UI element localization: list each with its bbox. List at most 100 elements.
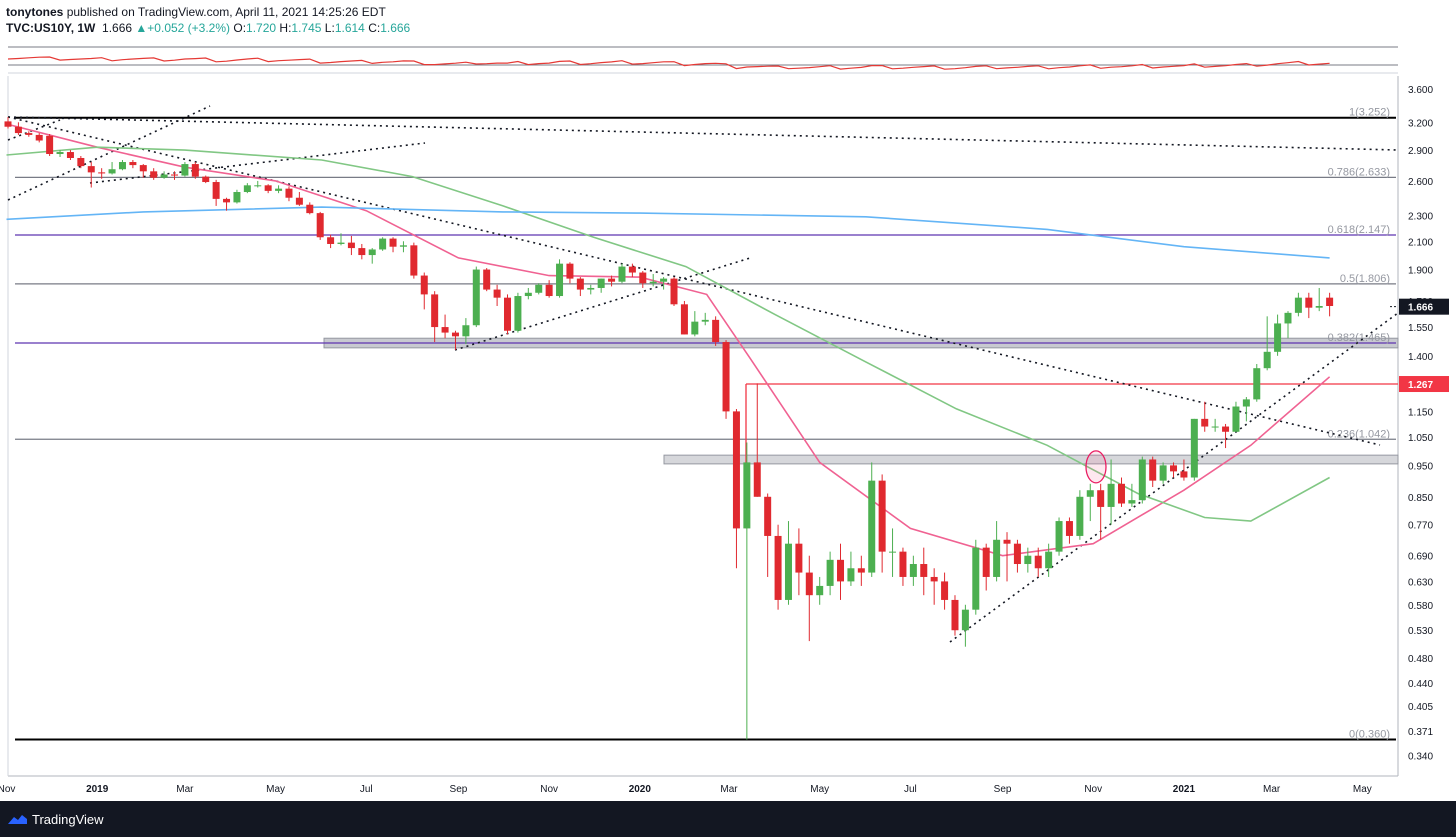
candle (399, 241, 407, 253)
candle (857, 555, 865, 586)
candle-body (1159, 465, 1167, 481)
fib-level-label: 0.382(1.465) (1328, 332, 1390, 344)
y-tick-label: 0.405 (1408, 702, 1433, 713)
price-level-badge (1399, 376, 1449, 393)
candle-body (920, 564, 928, 577)
candle (816, 576, 824, 605)
candle (150, 168, 158, 180)
candle-body (680, 304, 688, 335)
o-value: 1.720 (246, 21, 277, 35)
candle (649, 274, 657, 287)
candle (1159, 462, 1167, 484)
y-tick-label: 1.050 (1408, 433, 1433, 444)
candle-body (472, 269, 480, 326)
fib-level-label: 0.618(2.147) (1328, 224, 1390, 236)
candle (701, 312, 709, 326)
x-tick-label: Mar (176, 784, 194, 795)
last-value: 1.666 (102, 21, 133, 35)
candle (1211, 418, 1219, 432)
candle (254, 180, 262, 188)
candle-body (431, 294, 439, 328)
candle-body (87, 166, 95, 173)
candle-body (1190, 418, 1198, 478)
indicator-panel (8, 40, 1398, 72)
candle (764, 493, 772, 577)
y-tick-label: 1.550 (1408, 323, 1433, 334)
candle-body (1211, 426, 1219, 428)
candle-body (795, 543, 803, 573)
candle-body (1013, 543, 1021, 565)
candle-body (150, 171, 158, 178)
x-tick-label: 2021 (1173, 784, 1196, 795)
candle-body (285, 188, 293, 198)
candle (285, 186, 293, 202)
fib-level-label: 1(3.252) (1349, 107, 1390, 119)
candle (961, 604, 969, 647)
y-tick-label: 0.690 (1408, 552, 1433, 563)
x-tick-label: May (1353, 784, 1372, 795)
h-value: 1.745 (291, 21, 322, 35)
candle (171, 171, 179, 180)
y-tick-label: 0.770 (1408, 521, 1433, 532)
candle (1045, 543, 1053, 577)
candle-body (254, 185, 262, 187)
candle (451, 330, 459, 350)
candle (1170, 462, 1178, 478)
candle-body (4, 121, 12, 127)
candle-body (1315, 305, 1323, 308)
symbol-label[interactable]: TVC:US10Y, 1W (6, 21, 96, 35)
candle-body (233, 192, 241, 203)
candle-body (160, 174, 168, 178)
x-tick-label: Sep (994, 784, 1012, 795)
candle (483, 268, 491, 292)
candle (566, 262, 574, 284)
candle-body (930, 576, 938, 582)
publish-info: published on TradingView.com, April 11, … (66, 5, 386, 19)
candle (847, 551, 855, 586)
change-arrow-icon: ▲ (135, 21, 148, 35)
candle (347, 235, 355, 256)
candle (878, 474, 886, 573)
y-tick-label: 2.100 (1408, 237, 1433, 248)
candle-body (628, 266, 636, 273)
candle-body (1242, 399, 1250, 407)
candle-body (212, 182, 220, 199)
candle (462, 318, 470, 344)
candle-body (576, 278, 584, 290)
candle (1034, 547, 1042, 577)
candle (181, 162, 189, 177)
candle-body (618, 266, 626, 282)
candle (524, 287, 532, 300)
support-zone-lower (663, 454, 1399, 465)
footer-brand[interactable]: TradingView (32, 812, 104, 827)
candle (108, 162, 116, 175)
last-price-badge (1399, 298, 1449, 315)
candle-body (327, 237, 335, 244)
y-tick-label: 0.850 (1408, 493, 1433, 504)
candle-body (1326, 297, 1334, 306)
candle (129, 159, 137, 169)
candle (514, 292, 522, 333)
y-tick-label: 0.340 (1408, 752, 1433, 763)
o-label: O: (233, 21, 247, 35)
candle-body (545, 284, 553, 297)
author-name[interactable]: tonytones (6, 5, 64, 19)
candle (993, 521, 1001, 582)
candle (316, 211, 324, 240)
moving-average-line (6, 206, 1330, 259)
candle (556, 259, 564, 298)
candle (868, 462, 876, 577)
candle-body (77, 157, 85, 167)
candle (441, 314, 449, 339)
x-tick-label: 2020 (629, 784, 652, 795)
y-tick-label: 3.600 (1408, 85, 1433, 96)
candle-body (181, 164, 189, 176)
candle-body (639, 272, 647, 284)
candle-body (1180, 471, 1188, 478)
tradingview-logo-icon[interactable] (8, 813, 28, 825)
candle (77, 155, 85, 169)
candle (951, 595, 959, 636)
candle (1024, 547, 1032, 573)
candle-body (909, 564, 917, 577)
